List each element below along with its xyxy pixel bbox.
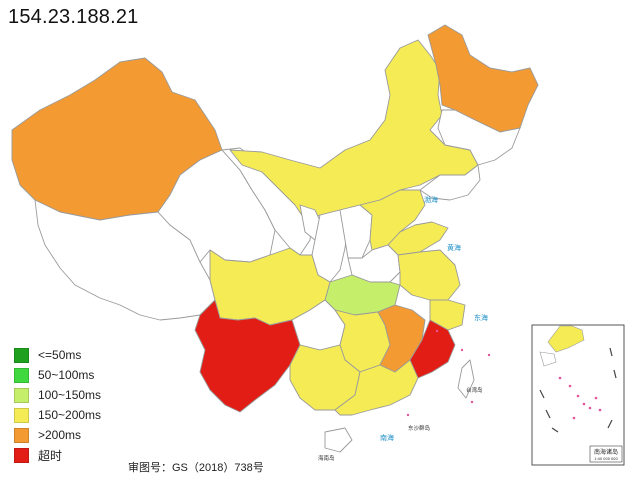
region-fujian	[409, 319, 456, 379]
region-jiangsu-anhui	[397, 249, 461, 301]
region-heilongjiang	[427, 24, 539, 133]
legend-swatch	[14, 427, 29, 443]
legend-label: 超时	[38, 448, 63, 463]
legend-label: <=50ms	[38, 348, 82, 362]
legend-swatch	[14, 347, 29, 363]
label-nanhai: 南海	[380, 433, 394, 442]
legend-swatch	[14, 367, 29, 383]
south-china-sea-inset: 南海诸岛 1:40 000 000	[531, 324, 625, 466]
legend-swatch	[14, 387, 29, 403]
legend-label: 150~200ms	[38, 408, 102, 422]
label-huanghai: 黄海	[447, 243, 461, 252]
label-hainan: 海南岛	[318, 454, 335, 462]
region-hainan	[324, 427, 353, 453]
legend-swatch	[14, 447, 29, 463]
legend-label: 50~100ms	[38, 368, 95, 382]
region-yunnan	[194, 299, 301, 413]
region-liaoning	[419, 164, 481, 201]
legend-item: >200ms	[14, 425, 101, 445]
label-dongsha: 东沙群岛	[408, 424, 431, 432]
region-taiwan	[457, 359, 475, 399]
legend-item: 50~100ms	[14, 365, 101, 385]
label-taiwan: 台湾岛	[466, 386, 483, 394]
legend-swatch	[14, 407, 29, 423]
legend-label: >200ms	[38, 428, 82, 442]
inset-scale: 1:40 000 000	[594, 457, 617, 461]
region-jilin	[437, 109, 521, 166]
latency-legend: <=50ms 50~100ms 100~150ms 150~200ms >200…	[14, 345, 101, 465]
legend-item: 100~150ms	[14, 385, 101, 405]
label-donghai: 东海	[474, 313, 488, 322]
inset-label: 南海诸岛	[594, 448, 618, 456]
map-approval-number: 审图号：GS（2018）738号	[128, 462, 264, 474]
region-guangdong	[334, 359, 419, 416]
legend-item: 超时	[14, 445, 101, 465]
label-bohai: 渤海	[424, 195, 438, 204]
legend-item: 150~200ms	[14, 405, 101, 425]
page-title: 154.23.188.21	[8, 6, 139, 28]
legend-label: 100~150ms	[38, 388, 102, 402]
legend-item: <=50ms	[14, 345, 101, 365]
region-hebei	[359, 189, 426, 251]
